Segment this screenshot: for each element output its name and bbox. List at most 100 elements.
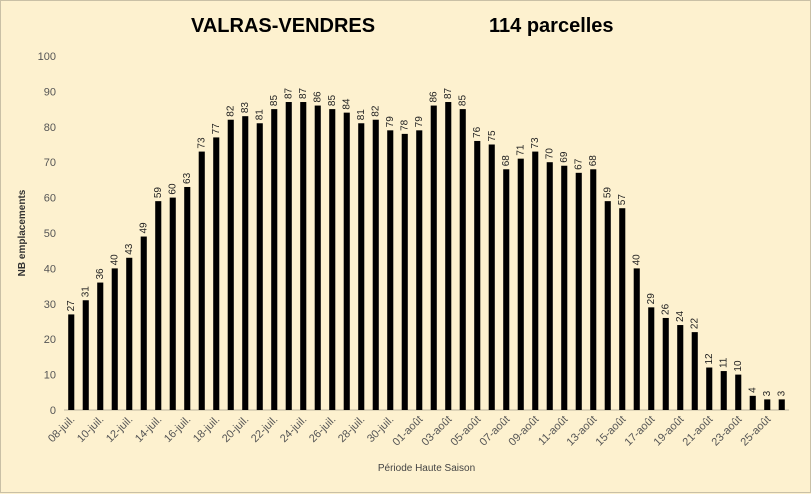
- bar: [184, 186, 191, 410]
- data-label: 83: [240, 102, 251, 114]
- bar: [111, 268, 118, 410]
- y-tick-label: 70: [44, 157, 56, 169]
- x-tick-label: 24-juil.: [278, 414, 309, 445]
- bar: [503, 169, 510, 410]
- data-label: 43: [124, 243, 135, 255]
- bar: [532, 151, 539, 410]
- data-label: 86: [313, 91, 324, 103]
- bar: [169, 197, 176, 410]
- bar: [256, 123, 263, 410]
- bar: [561, 165, 568, 410]
- data-label: 78: [400, 119, 411, 131]
- data-label: 75: [487, 130, 498, 142]
- x-tick-label: 26-juil.: [307, 414, 338, 445]
- bar: [648, 307, 655, 410]
- y-tick-label: 20: [44, 334, 56, 346]
- bar: [271, 109, 278, 410]
- x-tick-label: 16-juil.: [162, 414, 193, 445]
- bar: [401, 133, 408, 410]
- bar: [662, 317, 669, 410]
- bar: [459, 109, 466, 410]
- bar: [720, 371, 727, 410]
- bar: [706, 367, 713, 410]
- x-tick-label: 11-août: [536, 414, 570, 448]
- data-label: 67: [574, 158, 585, 170]
- bar: [213, 137, 220, 411]
- bar: [749, 395, 756, 410]
- data-label: 81: [356, 109, 367, 121]
- data-label: 11: [719, 357, 730, 368]
- chart-subtitle: 114 parcelles: [489, 15, 614, 37]
- bar: [387, 130, 394, 410]
- chart-title: VALRAS-VENDRES: [191, 15, 376, 37]
- data-label: 85: [458, 95, 469, 107]
- bar: [343, 112, 350, 410]
- data-label: 31: [81, 286, 92, 298]
- bar: [155, 201, 162, 410]
- data-label: 87: [443, 87, 454, 99]
- y-tick-label: 90: [44, 86, 56, 98]
- x-tick-label: 03-août: [420, 414, 455, 449]
- bar: [778, 399, 785, 410]
- x-tick-label: 23-août: [710, 414, 745, 449]
- bar: [97, 282, 104, 410]
- x-tick-label: 05-août: [449, 414, 484, 449]
- data-label: 81: [255, 109, 266, 121]
- bar: [590, 169, 597, 410]
- data-label: 26: [661, 303, 672, 315]
- x-tick-label: 15-août: [594, 414, 629, 449]
- x-tick-label: 07-août: [478, 414, 513, 449]
- data-label: 59: [603, 187, 614, 199]
- y-tick-label: 50: [44, 228, 56, 240]
- data-label: 87: [298, 87, 309, 99]
- x-tick-label: 21-août: [681, 414, 716, 449]
- bar: [227, 119, 234, 410]
- data-label: 85: [269, 95, 280, 107]
- bar: [372, 119, 379, 410]
- x-tick-label: 17-août: [623, 414, 658, 449]
- bar: [430, 105, 437, 410]
- bar: [735, 374, 742, 410]
- data-label: 79: [414, 116, 425, 128]
- data-label: 29: [646, 293, 657, 305]
- data-label: 59: [153, 187, 164, 199]
- bar: [619, 208, 626, 410]
- data-label: 68: [588, 155, 599, 167]
- bar: [198, 151, 205, 410]
- data-label: 82: [226, 105, 237, 117]
- data-label: 73: [197, 137, 208, 149]
- data-label: 22: [690, 318, 701, 330]
- bar: [242, 116, 249, 411]
- data-label: 73: [530, 137, 541, 149]
- data-label: 3: [762, 390, 773, 396]
- data-label: 24: [675, 310, 686, 322]
- data-label: 27: [66, 300, 77, 312]
- data-label: 40: [632, 254, 643, 266]
- data-label: 10: [733, 360, 744, 372]
- bar: [677, 325, 684, 410]
- bar: [285, 102, 292, 411]
- bar: [517, 158, 524, 410]
- y-axis-label: NB emplacements: [17, 189, 28, 276]
- data-label: 3: [777, 390, 788, 396]
- x-tick-label: 10-juil.: [75, 414, 106, 445]
- data-label: 57: [617, 194, 628, 206]
- x-tick-label: 01-août: [391, 414, 426, 449]
- bar: [445, 102, 452, 411]
- x-tick-label: 22-juil.: [249, 414, 280, 445]
- bar: [68, 314, 75, 410]
- data-label: 79: [385, 116, 396, 128]
- bar: [126, 257, 133, 410]
- bar: [764, 399, 771, 410]
- y-tick-label: 0: [50, 405, 56, 417]
- bar: [82, 300, 89, 410]
- x-tick-label: 20-juil.: [220, 414, 251, 445]
- data-label: 86: [429, 91, 440, 103]
- x-tick-label: 14-juil.: [133, 414, 164, 445]
- y-tick-label: 30: [44, 299, 56, 311]
- data-label: 63: [182, 172, 193, 184]
- data-label: 87: [284, 87, 295, 99]
- x-tick-label: 18-juil.: [191, 414, 222, 445]
